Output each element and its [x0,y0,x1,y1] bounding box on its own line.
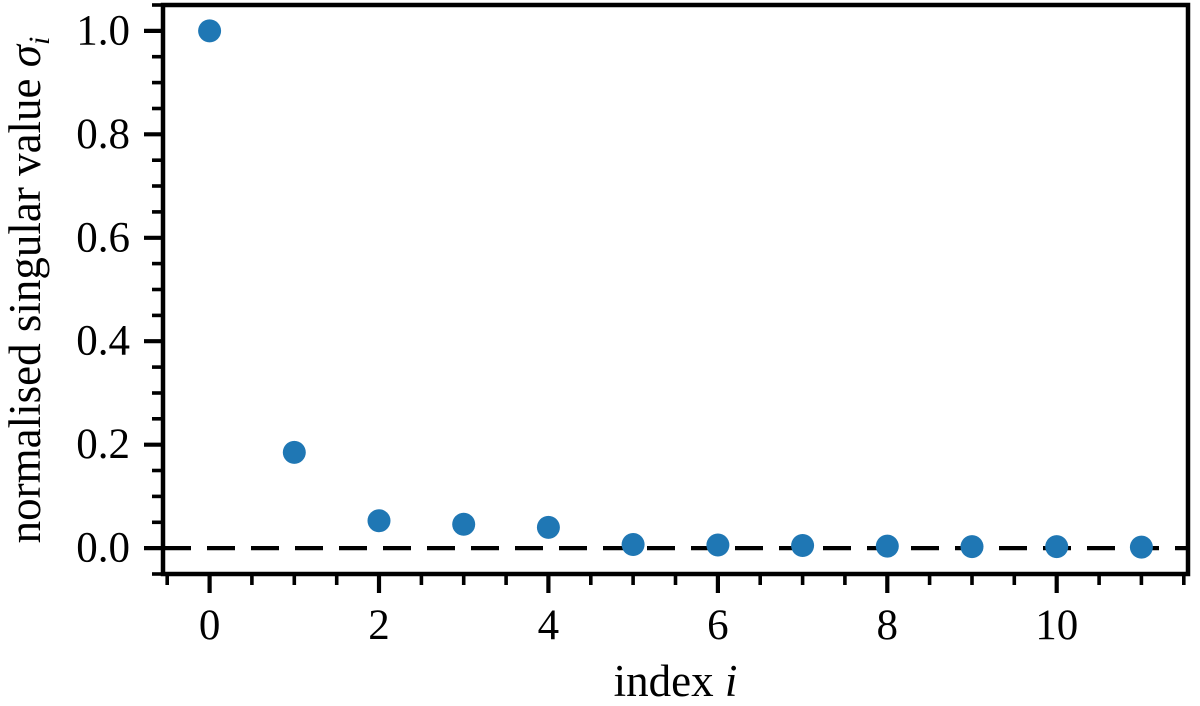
y-tick-label: 1.0 [76,7,130,54]
x-tick-label: 4 [538,602,560,649]
data-point [960,535,984,559]
data-point [1129,535,1153,559]
axes-frame [160,2,1191,577]
data-point [875,534,899,558]
data-point [198,19,222,43]
y-tick-label: 0.8 [76,111,130,158]
data-point [282,440,306,464]
y-tick-label: 0.4 [76,318,130,365]
x-tick-label: 6 [707,602,729,649]
data-point [706,533,730,557]
data-point [621,533,645,556]
y-axis-label-subscript: i [23,37,56,45]
x-tick-label: 8 [877,602,899,649]
x-tick-label: 0 [199,602,221,649]
x-tick-label: 2 [368,602,390,649]
data-point [452,512,476,536]
y-axis-label-symbol: σ [0,43,50,67]
data-point [536,515,560,539]
y-tick-label: 0.6 [76,214,130,261]
y-tick-label: 0.0 [76,525,130,572]
data-point [367,509,391,533]
x-axis-label-text: index [614,656,725,706]
y-axis-label-text: normalised singular value [0,67,50,543]
y-tick-label: 0.2 [76,421,130,468]
data-point [791,534,815,557]
data-point [1045,535,1069,559]
x-tick-label: 10 [1035,602,1078,649]
x-axis-label: index i [614,656,738,706]
x-axis-label-symbol: i [725,656,738,706]
y-axis-label: normalised singular value σi [0,37,56,544]
